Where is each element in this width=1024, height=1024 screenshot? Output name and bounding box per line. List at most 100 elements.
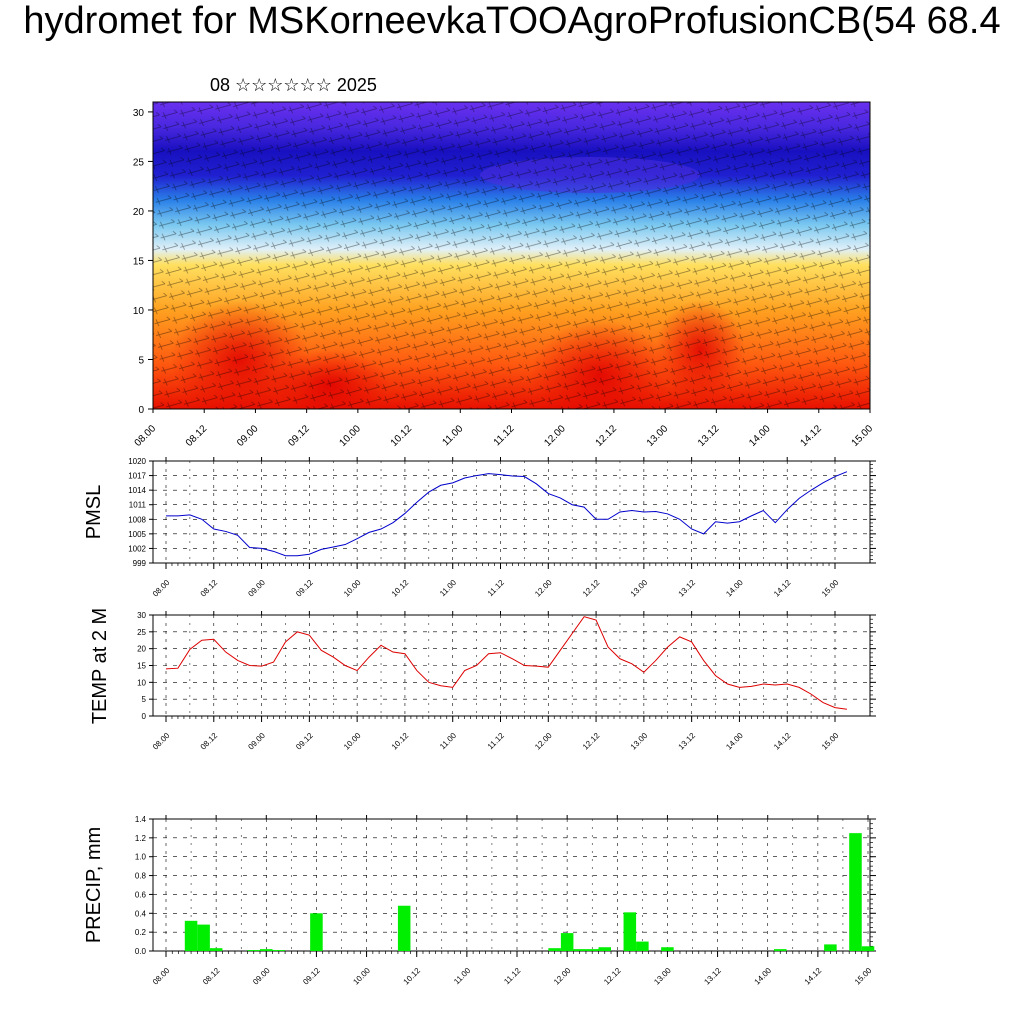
x-tick-label: 13.00	[645, 423, 671, 449]
temp-y-axis: 0 5 10 15 20 25 30	[137, 611, 876, 721]
temp-frame	[152, 614, 871, 717]
y-tick-label: 1.4	[135, 815, 147, 824]
precip-bar	[260, 949, 273, 951]
x-tick-label: 14.12	[772, 731, 793, 752]
x-tick-label: 11.12	[502, 966, 522, 986]
x-tick-label: 08.12	[201, 966, 222, 987]
precip-x-axis: 08.00 08.12 09.00 09.12 10.00 10.12 11.00 11.12…	[151, 815, 874, 987]
y-tick-label: 25	[133, 157, 145, 168]
x-tick-label: 08.00	[151, 578, 172, 599]
precip-ylabel: PRECIP, mm	[83, 827, 105, 943]
precip-bar	[573, 949, 586, 951]
x-tick-label: 14.12	[803, 966, 824, 987]
x-tick-label: 14.12	[798, 423, 824, 449]
precip-bar	[773, 949, 787, 951]
precip-bar	[548, 948, 561, 951]
precip-bar	[560, 933, 574, 951]
x-tick-label: 12.12	[602, 966, 623, 987]
precip-bar	[861, 946, 875, 951]
x-tick-label: 14.00	[724, 731, 745, 752]
x-tick-label: 10.12	[402, 966, 423, 987]
temp-series	[165, 616, 848, 710]
series-line	[166, 471, 848, 557]
x-tick-label: 14.12	[772, 578, 793, 599]
x-tick-label: 10.00	[351, 966, 372, 987]
pmsl-series	[166, 471, 848, 557]
y-tick-label: 1.2	[135, 834, 147, 843]
x-tick-label: 09.00	[251, 966, 272, 987]
y-tick-label: 999	[133, 559, 147, 568]
pmsl-y-axis: 999 1002 1005 1008 1011 1014 1017 1020	[128, 457, 876, 568]
x-tick-label: 15.00	[850, 423, 876, 449]
precip-bar	[623, 912, 637, 951]
precip-bar	[184, 920, 198, 951]
y-tick-label: 0.4	[135, 909, 147, 918]
pmsl-ylabel: PMSL	[83, 485, 105, 539]
x-tick-label: 09.00	[235, 423, 261, 449]
x-tick-label: 11.00	[438, 578, 458, 598]
precip-bar	[209, 948, 223, 951]
wind-barbs	[153, 102, 870, 409]
chart-title: hydromet for MSKorneevkaTOOAgroProfusion…	[23, 0, 1001, 42]
precip-bar	[849, 833, 862, 951]
pmsl-x-axis: 08.00 08.12 09.00 09.12 10.00 10.12 11.00 11.12…	[151, 457, 841, 599]
x-tick-label: 12.00	[552, 966, 573, 987]
series-line	[165, 616, 848, 710]
x-tick-label: 13.12	[677, 578, 698, 599]
y-tick-label: 1020	[128, 457, 146, 466]
x-tick-label: 11.00	[452, 966, 472, 986]
x-tick-label: 15.00	[853, 966, 874, 987]
x-tick-label: 11.12	[486, 578, 506, 598]
x-tick-label: 13.12	[677, 731, 698, 752]
y-tick-label: 0.2	[135, 928, 147, 937]
x-tick-label: 13.12	[702, 966, 723, 987]
precip-y-axis: 0.0 0.2 0.4 0.6 0.8 1.0 1.2 1.4	[135, 815, 876, 956]
x-tick-label: 15.00	[820, 578, 841, 599]
x-tick-label: 12.00	[533, 731, 554, 752]
x-tick-label: 13.00	[652, 966, 673, 987]
x-tick-label: 12.12	[581, 578, 602, 599]
y-tick-label: 5	[142, 695, 147, 704]
x-tick-label: 10.00	[342, 731, 363, 752]
y-tick-label: 1011	[129, 501, 147, 510]
y-tick-label: 1005	[128, 530, 146, 539]
y-tick-label: 10	[133, 306, 145, 317]
x-tick-label: 08.00	[133, 423, 159, 449]
x-tick-label: 10.00	[342, 578, 363, 599]
x-tick-label: 10.12	[389, 423, 415, 449]
y-tick-label: 15	[133, 256, 145, 267]
x-tick-label: 11.00	[440, 423, 465, 448]
temp-panel: 0 5 10 15 20 25 30 08.00 08.12 09.00 09.12 10.00 10…	[89, 608, 876, 752]
precip-bar	[598, 947, 612, 951]
x-tick-label: 09.00	[246, 578, 267, 599]
y-tick-label: 1014	[128, 486, 146, 495]
cross-section-panel: 0 5 10 15 20 25 30 08.00 08.12 09.00 09.12 10.00 10…	[133, 101, 876, 449]
y-tick-label: 0.8	[135, 872, 147, 881]
chart-subtitle: 08 ☆☆☆☆☆☆ 2025	[210, 75, 377, 95]
x-tick-label: 10.12	[390, 578, 411, 599]
x-tick-label: 09.00	[246, 731, 267, 752]
x-tick-label: 08.00	[151, 731, 172, 752]
y-tick-label: 30	[137, 611, 146, 620]
precip-bar	[661, 947, 674, 951]
x-tick-label: 12.12	[581, 731, 602, 752]
x-tick-label: 11.00	[438, 731, 458, 751]
precip-bar	[585, 949, 599, 951]
cross-section-x-axis: 08.00 08.12 09.00 09.12 10.00 10.12 11.00 11.12…	[133, 409, 876, 449]
y-tick-label: 1008	[128, 515, 146, 524]
y-tick-label: 0	[142, 712, 147, 721]
y-tick-label: 0.0	[135, 947, 147, 956]
cross-section-y-axis: 0 5 10 15 20 25 30	[133, 108, 153, 416]
x-tick-label: 08.12	[199, 578, 220, 599]
x-tick-label: 08.00	[151, 966, 172, 987]
x-tick-label: 12.00	[533, 578, 554, 599]
precip-bar	[397, 905, 411, 951]
precip-bar	[247, 950, 261, 951]
x-tick-label: 09.12	[301, 966, 322, 987]
x-tick-label: 08.12	[184, 423, 210, 449]
precip-bar	[197, 924, 210, 951]
precip-bar	[272, 950, 286, 951]
y-tick-label: 20	[137, 645, 146, 654]
precip-panel: 0.0 0.2 0.4 0.6 0.8 1.0 1.2 1.4 08.00 08.12 09.00…	[83, 815, 876, 987]
